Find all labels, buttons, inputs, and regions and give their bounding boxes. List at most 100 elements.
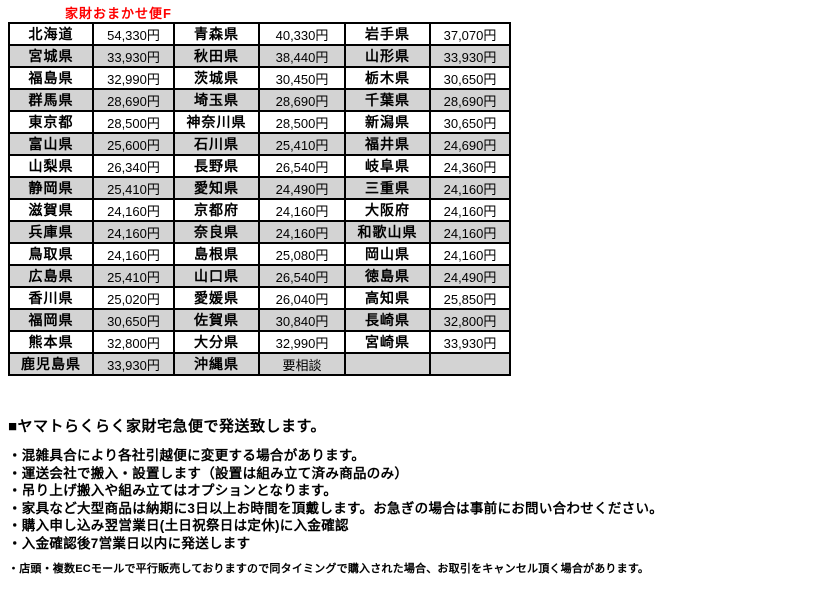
prefecture-cell: 三重県 <box>344 176 431 200</box>
prefecture-cell: 熊本県 <box>8 330 94 354</box>
prefecture-cell: 秋田県 <box>173 44 260 68</box>
table-row: 東京都 28,500円 神奈川県 28,500円 新潟県 30,650円 <box>8 110 511 134</box>
prefecture-cell: 高知県 <box>344 286 431 310</box>
price-cell: 32,990円 <box>92 66 175 90</box>
price-cell: 25,080円 <box>258 242 346 266</box>
price-cell: 25,020円 <box>92 286 175 310</box>
price-cell: 25,410円 <box>92 176 175 200</box>
prefecture-cell: 石川県 <box>173 132 260 156</box>
prefecture-cell: 奈良県 <box>173 220 260 244</box>
price-cell: 24,160円 <box>258 198 346 222</box>
prefecture-cell: 千葉県 <box>344 88 431 112</box>
prefecture-cell: 大阪府 <box>344 198 431 222</box>
prefecture-cell: 山口県 <box>173 264 260 288</box>
prefecture-cell: 静岡県 <box>8 176 94 200</box>
notes-bullet: ・入金確認後7営業日以内に発送します <box>8 535 251 551</box>
price-cell: 24,160円 <box>429 198 511 222</box>
table-row: 鳥取県 24,160円 島根県 25,080円 岡山県 24,160円 <box>8 242 511 266</box>
table-title: 家財おまかせ便F <box>65 6 172 21</box>
prefecture-cell: 佐賀県 <box>173 308 260 332</box>
prefecture-cell: 長野県 <box>173 154 260 178</box>
prefecture-cell: 愛知県 <box>173 176 260 200</box>
table-row: 群馬県 28,690円 埼玉県 28,690円 千葉県 28,690円 <box>8 88 511 112</box>
price-cell: 32,800円 <box>92 330 175 354</box>
prefecture-cell: 新潟県 <box>344 110 431 134</box>
price-cell: 37,070円 <box>429 22 511 46</box>
prefecture-cell: 岩手県 <box>344 22 431 46</box>
prefecture-cell: 山梨県 <box>8 154 94 178</box>
price-cell <box>429 352 511 376</box>
price-cell: 28,690円 <box>429 88 511 112</box>
price-cell: 33,930円 <box>92 352 175 376</box>
prefecture-cell: 香川県 <box>8 286 94 310</box>
price-cell: 要相談 <box>258 352 346 376</box>
prefecture-cell: 徳島県 <box>344 264 431 288</box>
price-cell: 24,160円 <box>429 176 511 200</box>
prefecture-cell: 青森県 <box>173 22 260 46</box>
table-row: 富山県 25,600円 石川県 25,410円 福井県 24,690円 <box>8 132 511 156</box>
price-cell: 28,690円 <box>92 88 175 112</box>
prefecture-cell: 福岡県 <box>8 308 94 332</box>
price-cell: 28,690円 <box>258 88 346 112</box>
price-cell: 30,650円 <box>429 66 511 90</box>
notes-bullet: ・混雑具合により各社引越便に変更する場合があります。 <box>8 448 366 463</box>
price-cell: 28,500円 <box>92 110 175 134</box>
prefecture-cell: 東京都 <box>8 110 94 134</box>
prefecture-cell: 沖縄県 <box>173 352 260 376</box>
prefecture-cell: 兵庫県 <box>8 220 94 244</box>
notes-small-note: ・店頭・複数ECモールで平行販売しておりますので同タイミングで購入された場合、お… <box>8 562 650 575</box>
prefecture-cell: 大分県 <box>173 330 260 354</box>
notes-bullet: ・吊り上げ搬入や組み立てはオプションとなります。 <box>8 483 338 499</box>
table-row: 香川県 25,020円 愛媛県 26,040円 高知県 25,850円 <box>8 286 511 310</box>
prefecture-cell: 滋賀県 <box>8 198 94 222</box>
price-cell: 54,330円 <box>92 22 175 46</box>
table-row: 滋賀県 24,160円 京都府 24,160円 大阪府 24,160円 <box>8 198 511 222</box>
price-cell: 30,450円 <box>258 66 346 90</box>
prefecture-cell: 栃木県 <box>344 66 431 90</box>
prefecture-cell: 宮崎県 <box>344 330 431 354</box>
price-cell: 28,500円 <box>258 110 346 134</box>
prefecture-cell: 岐阜県 <box>344 154 431 178</box>
table-row: 広島県 25,410円 山口県 26,540円 徳島県 24,490円 <box>8 264 511 288</box>
prefecture-cell: 岡山県 <box>344 242 431 266</box>
notes-bullet: ・運送会社で搬入・設置します（設置は組み立て済み商品のみ） <box>8 465 409 481</box>
price-cell: 24,160円 <box>92 220 175 244</box>
table-row: 北海道 54,330円 青森県 40,330円 岩手県 37,070円 <box>8 22 511 46</box>
prefecture-cell: 和歌山県 <box>344 220 431 244</box>
table-row: 鹿児島県 33,930円 沖縄県 要相談 <box>8 352 511 376</box>
price-cell: 33,930円 <box>92 44 175 68</box>
price-cell: 40,330円 <box>258 22 346 46</box>
price-cell: 30,650円 <box>92 308 175 332</box>
price-cell: 26,540円 <box>258 264 346 288</box>
prefecture-cell: 茨城県 <box>173 66 260 90</box>
price-cell: 25,850円 <box>429 286 511 310</box>
prefecture-cell: 鳥取県 <box>8 242 94 266</box>
prefecture-cell: 広島県 <box>8 264 94 288</box>
prefecture-cell: 富山県 <box>8 132 94 156</box>
price-cell: 24,160円 <box>92 242 175 266</box>
price-cell: 24,690円 <box>429 132 511 156</box>
prefecture-cell: 島根県 <box>173 242 260 266</box>
prefecture-cell: 神奈川県 <box>173 110 260 134</box>
price-cell: 24,160円 <box>429 220 511 244</box>
notes-section: ■ヤマトらくらく家財宅急便で発送致します。 ・混雑具合により各社引越便に変更する… <box>8 415 820 576</box>
price-cell: 24,160円 <box>258 220 346 244</box>
price-cell: 33,930円 <box>429 330 511 354</box>
shipping-fee-table: 北海道 54,330円 青森県 40,330円 岩手県 37,070円 宮城県 33,930円… <box>8 22 511 376</box>
price-cell: 32,800円 <box>429 308 511 332</box>
shipping-fee-table-body: 北海道 54,330円 青森県 40,330円 岩手県 37,070円 宮城県 33,930円… <box>8 22 511 376</box>
price-cell: 32,990円 <box>258 330 346 354</box>
price-cell: 25,410円 <box>258 132 346 156</box>
price-cell: 25,410円 <box>92 264 175 288</box>
prefecture-cell: 福島県 <box>8 66 94 90</box>
price-cell: 24,160円 <box>429 242 511 266</box>
price-cell: 24,490円 <box>258 176 346 200</box>
table-row: 静岡県 25,410円 愛知県 24,490円 三重県 24,160円 <box>8 176 511 200</box>
notes-bullet: ・家具など大型商品は納期に3日以上お時間を頂戴します。お急ぎの場合は事前にお問い… <box>8 500 664 516</box>
price-cell: 24,490円 <box>429 264 511 288</box>
prefecture-cell <box>344 352 431 376</box>
table-row: 熊本県 32,800円 大分県 32,990円 宮崎県 33,930円 <box>8 330 511 354</box>
prefecture-cell: 群馬県 <box>8 88 94 112</box>
table-row: 福岡県 30,650円 佐賀県 30,840円 長崎県 32,800円 <box>8 308 511 332</box>
